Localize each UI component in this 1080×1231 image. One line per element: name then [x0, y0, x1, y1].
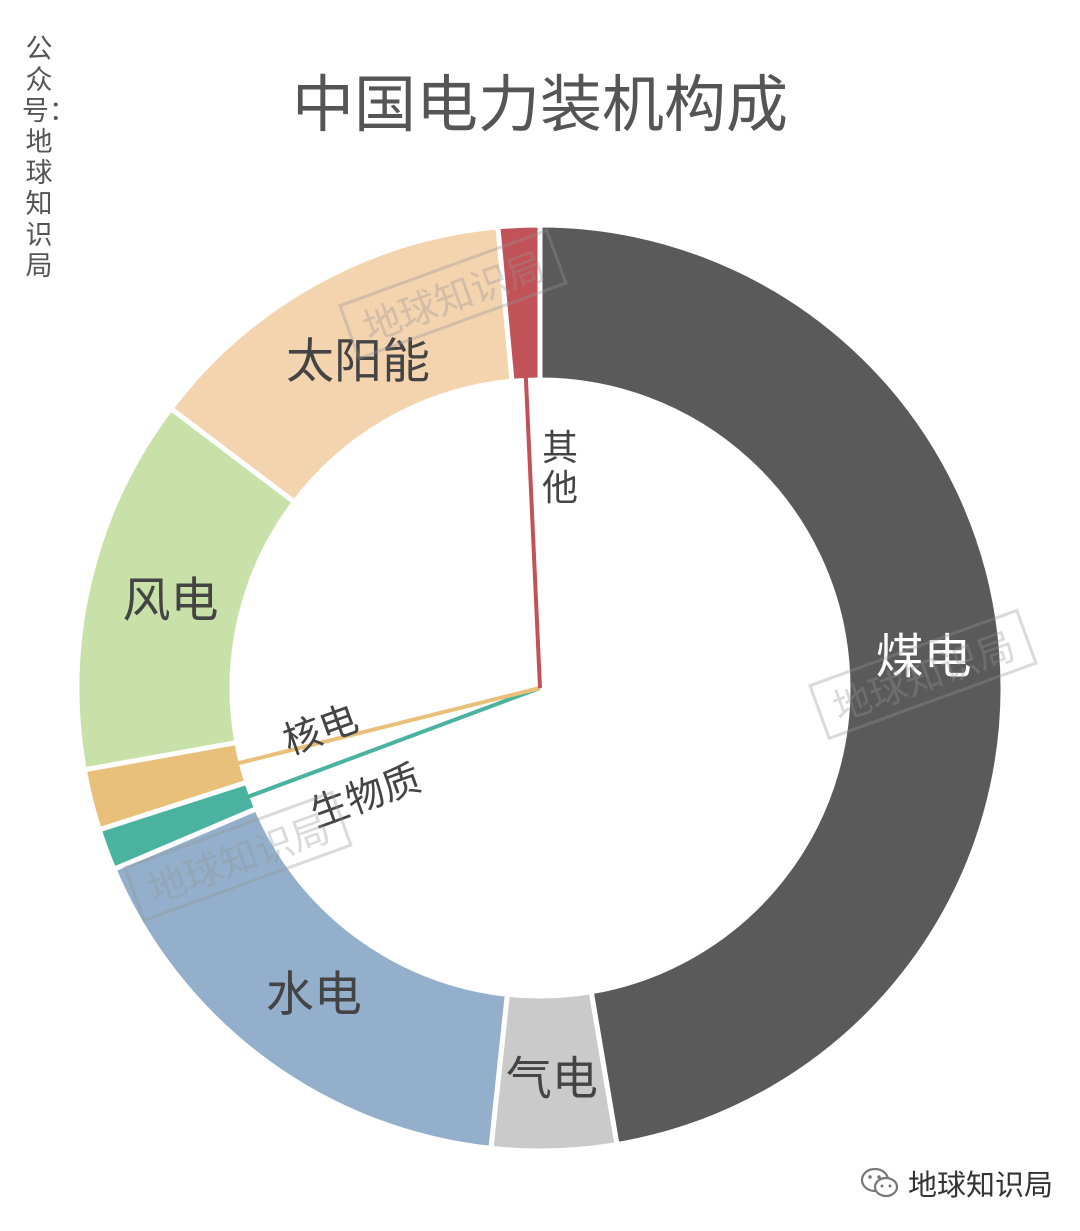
donut-slices — [74, 222, 1006, 1154]
chart-title: 中国电力装机构成 — [292, 68, 788, 141]
leader-line-4 — [236, 686, 541, 766]
slice-label-7-char-0: 其 — [542, 428, 578, 469]
slice-label-7-char-1: 他 — [542, 468, 578, 509]
slice-label-0: 煤电 — [876, 629, 972, 685]
leader-lines — [236, 376, 542, 799]
leader-line-7 — [523, 376, 542, 689]
slice-0 — [537, 222, 1006, 1148]
slice-label-2: 水电 — [266, 967, 362, 1023]
slice-label-5: 风电 — [122, 573, 218, 629]
footer-brand-text: 地球知识局 — [908, 1168, 1054, 1202]
slice-2 — [110, 805, 511, 1152]
leader-line-3 — [246, 686, 541, 799]
wechat-icon — [860, 1167, 899, 1198]
slice-label-4: 核电 — [277, 696, 363, 763]
slice-7 — [495, 222, 543, 384]
slice-label-6: 太阳能 — [286, 333, 430, 389]
slice-label-1: 气电 — [506, 1051, 598, 1105]
footer-brand: 地球知识局 — [860, 1163, 1053, 1203]
vertical-credit-text: 公众号：地球知识局 — [22, 34, 76, 282]
